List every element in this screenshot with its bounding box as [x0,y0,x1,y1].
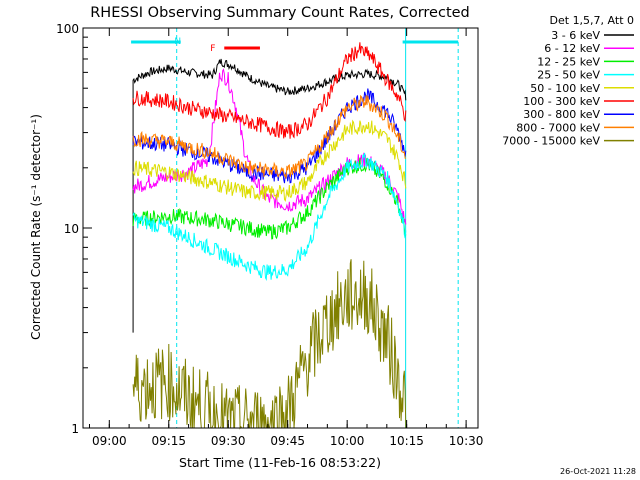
axis-frame: 09:00 09:15 09:30 09:45 10:00 10:15 10:30 1 10 10… [56,22,483,448]
legend-label-4: 25 - 50 keV [537,69,600,82]
legend-label-8: 800 - 7000 keV [516,121,600,134]
legend-label-9: 7000 - 15000 keV [502,135,600,148]
x-tick-label-2: 09:15 [151,434,186,448]
x-tick-label-4: 09:45 [270,434,305,448]
night-marker-label: N [174,37,181,47]
legend-label-3: 12 - 25 keV [537,55,600,68]
legend-label-2: 6 - 12 keV [544,42,600,55]
timestamp-label: 26-Oct-2021 11:28 [560,467,636,476]
x-tick-label-1: 09:00 [92,434,127,448]
y-axis-label: Corrected Count Rate (s⁻¹ detector⁻¹) [29,114,43,340]
x-axis-label: Start Time (11-Feb-16 08:53:22) [179,455,381,470]
series-line-5 [132,119,407,203]
legend-label-1: 3 - 6 keV [551,29,600,42]
y-tick-label-2: 10 [64,222,79,236]
series-line-8 [132,94,407,179]
flare-marker-label: F [210,44,215,54]
x-tick-label-3: 09:30 [211,434,246,448]
y-tick-label-1: 1 [71,422,79,436]
legend-label-6: 100 - 300 keV [523,95,600,108]
plot-content: NF [131,28,459,430]
legend-label-5: 50 - 100 keV [530,82,600,95]
series-line-6 [132,42,407,139]
legend-header: Det 1,5,7, Att 0 [550,14,634,27]
x-tick-label-6: 10:15 [389,434,424,448]
chart-title: RHESSI Observing Summary Count Rates, Co… [90,5,470,21]
x-tick-label-7: 10:30 [449,434,484,448]
series-line-1 [132,58,407,101]
legend-label-7: 300 - 800 keV [523,108,600,121]
x-tick-label-5: 10:00 [330,434,365,448]
y-tick-label-3: 100 [56,22,79,36]
series-line-4 [132,152,407,282]
